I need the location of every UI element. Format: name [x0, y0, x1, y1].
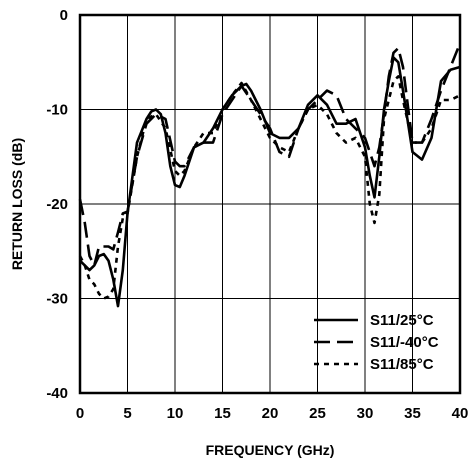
x-tick-label: 25	[309, 405, 326, 422]
y-axis-title: RETURN LOSS (dB)	[9, 138, 25, 270]
x-tick-label: 30	[357, 405, 374, 422]
grid	[80, 15, 460, 393]
series-line-2	[78, 75, 461, 300]
legend-label-1: S11/-40°C	[370, 334, 439, 351]
y-tick-label: -40	[46, 385, 68, 402]
x-axis-title: FREQUENCY (GHz)	[206, 442, 335, 458]
x-tick-label: 35	[404, 405, 421, 422]
y-tick-labels: 0 -10 -20 -30 -40	[46, 7, 68, 402]
plot-frame	[78, 13, 462, 395]
y-tick-label: -10	[46, 102, 68, 119]
x-tick-label: 40	[452, 405, 469, 422]
x-tick-label: 15	[214, 405, 231, 422]
y-tick-label: -30	[46, 291, 68, 308]
legend-label-2: S11/85°C	[370, 356, 434, 373]
series-lines	[78, 42, 462, 308]
x-tick-label: 10	[167, 405, 184, 422]
x-tick-label: 0	[76, 405, 84, 422]
x-tick-labels: 0 5 10 15 20 25 30 35 40	[76, 405, 469, 422]
legend: S11/25°C S11/-40°C S11/85°C	[314, 312, 439, 373]
x-tick-label: 5	[123, 405, 131, 422]
y-tick-label: -20	[46, 196, 68, 213]
legend-label-0: S11/25°C	[370, 312, 434, 329]
x-tick-label: 20	[262, 405, 279, 422]
y-tick-label: 0	[60, 7, 68, 24]
